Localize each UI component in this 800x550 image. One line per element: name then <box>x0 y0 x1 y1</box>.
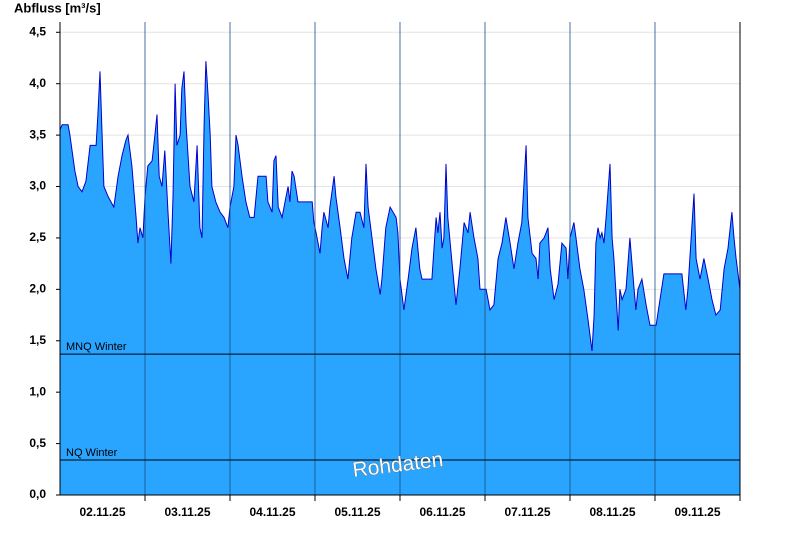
x-tick-label: 09.11.25 <box>674 505 720 519</box>
y-tick-label: 1,0 <box>29 384 46 398</box>
y-tick-label: 4,0 <box>29 76 46 90</box>
x-tick-label: 05.11.25 <box>334 505 380 519</box>
x-tick-label: 03.11.25 <box>164 505 210 519</box>
x-tick-label: 02.11.25 <box>79 505 125 519</box>
y-tick-label: 0,0 <box>29 487 46 501</box>
x-tick-label: 07.11.25 <box>504 505 550 519</box>
y-tick-label: 2,5 <box>29 230 46 244</box>
y-tick-label: 2,0 <box>29 282 46 296</box>
x-tick-label: 04.11.25 <box>249 505 295 519</box>
y-tick-label: 1,5 <box>29 333 46 347</box>
y-tick-label: 3,5 <box>29 127 46 141</box>
x-tick-label: 08.11.25 <box>589 505 635 519</box>
area-line <box>59 61 741 352</box>
y-tick-label: 3,0 <box>29 179 46 193</box>
y-tick-label: 4,5 <box>29 24 46 38</box>
y-tick-label: 0,5 <box>29 436 46 450</box>
reference-label: MNQ Winter <box>66 341 127 353</box>
reference-label: NQ Winter <box>66 447 118 459</box>
x-tick-label: 06.11.25 <box>419 505 465 519</box>
chart-title: Abfluss [m³/s] <box>14 0 101 15</box>
